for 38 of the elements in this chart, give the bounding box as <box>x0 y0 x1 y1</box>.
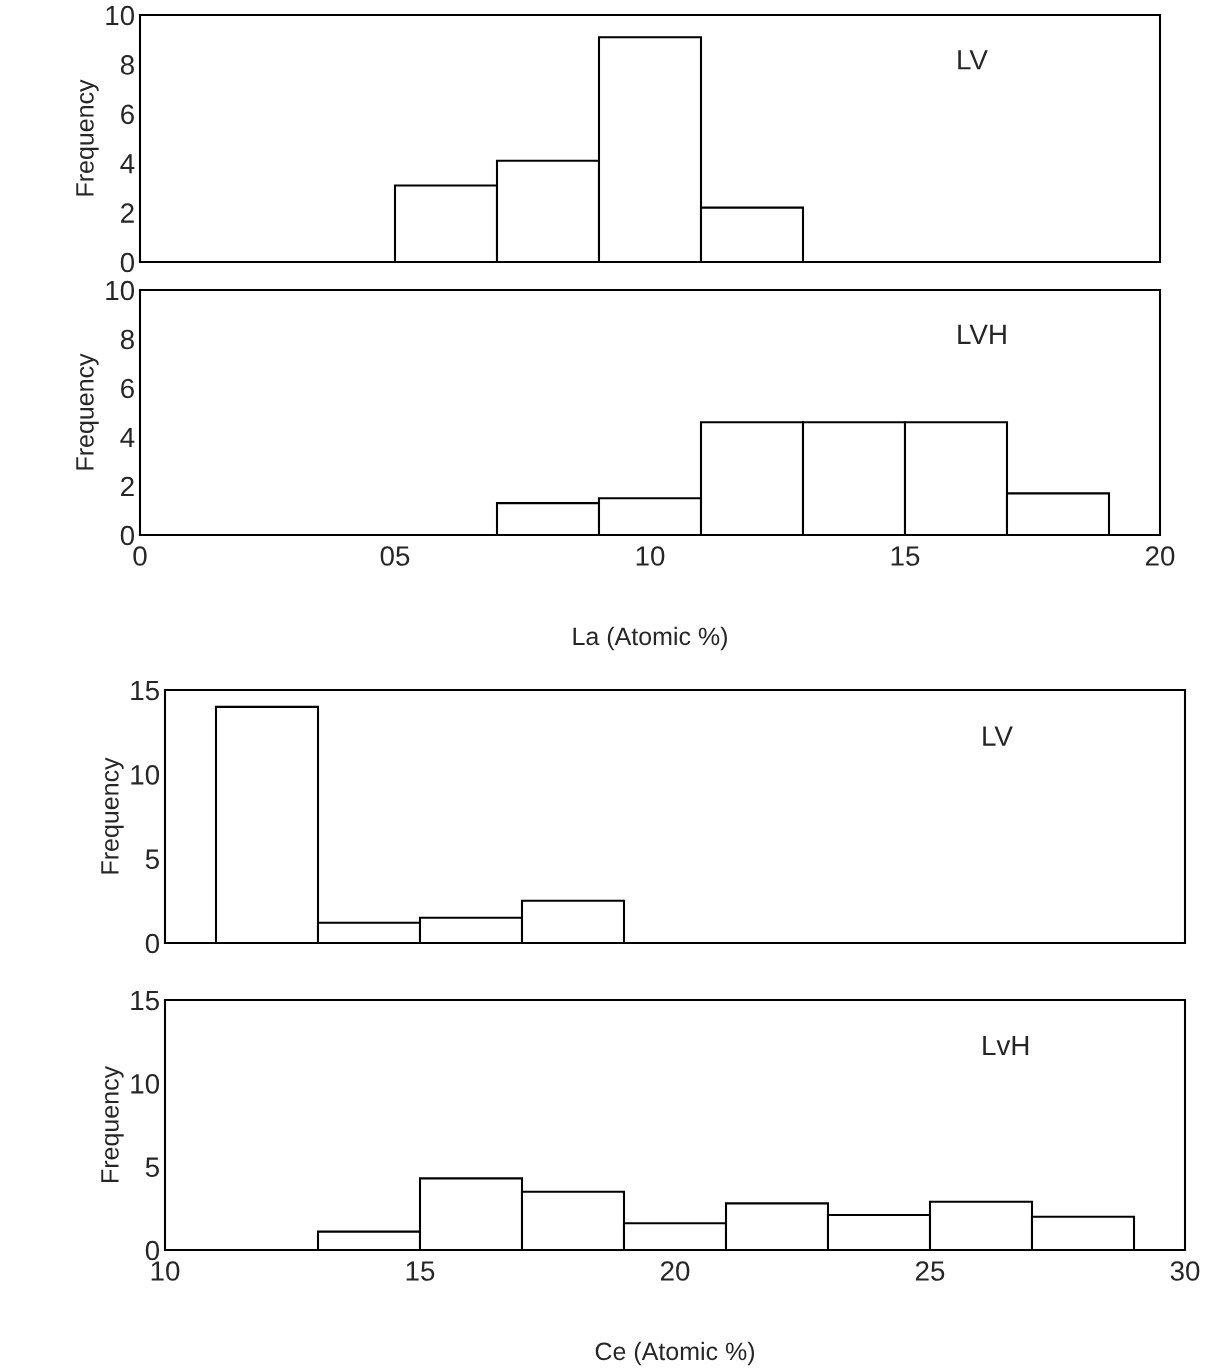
x-tick-label: 05 <box>380 546 410 566</box>
y-axis-title: Frequency <box>101 1065 124 1182</box>
y-tick-label: 4 <box>120 427 135 448</box>
x-tick-label: 30 <box>1170 1261 1200 1281</box>
y-tick-label: 0 <box>145 933 160 954</box>
y-axis-title: Frequency <box>101 757 124 874</box>
y-tick-label: 6 <box>121 378 134 399</box>
y-tick-label: 2 <box>121 203 134 223</box>
y-tick-label: 0 <box>145 1240 160 1261</box>
y-tick-label: 2 <box>121 476 134 497</box>
annotation: LvH <box>983 1035 1029 1055</box>
x-tick-label: 15 <box>406 1261 435 1281</box>
y-axis-title: Frequency <box>76 353 99 470</box>
y-tick-label: 4 <box>120 154 135 174</box>
x-tick-label: 25 <box>915 1261 945 1281</box>
x-tick-label: 20 <box>660 1261 690 1281</box>
y-tick-label: 10 <box>106 5 135 26</box>
y-tick-label: 5 <box>145 1157 159 1178</box>
y-axis-title: Frequency <box>76 79 99 196</box>
y-tick-label: 15 <box>131 990 159 1011</box>
x-tick-label: 15 <box>891 546 920 566</box>
y-tick-label: 10 <box>131 1074 160 1094</box>
y-tick-label: 5 <box>145 849 159 870</box>
y-tick-label: 0 <box>120 525 135 546</box>
y-tick-label: 0 <box>120 252 135 273</box>
x-axis-title: La (Atomic %) <box>573 626 727 651</box>
x-axis-title: Ce (Atomic %) <box>595 1341 755 1366</box>
annotation: LV <box>958 50 988 70</box>
y-tick-label: 8 <box>120 55 134 75</box>
y-tick-label: 8 <box>120 329 134 350</box>
annotation: LVH <box>958 324 1006 344</box>
y-tick-label: 15 <box>131 680 159 701</box>
y-tick-label: 6 <box>121 104 134 125</box>
annotation: LV <box>983 726 1013 746</box>
x-tick-label: 20 <box>1145 546 1175 566</box>
y-tick-label: 10 <box>131 765 160 785</box>
y-tick-label: 10 <box>106 280 135 301</box>
x-tick-label: 10 <box>636 546 665 566</box>
